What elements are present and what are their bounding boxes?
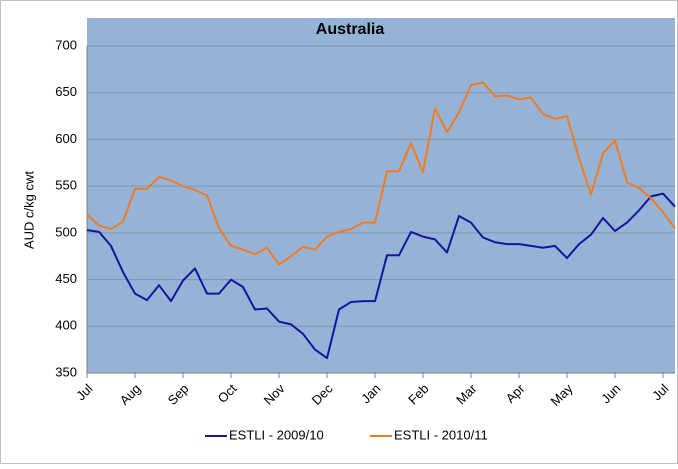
y-tick-label: 700 (55, 37, 77, 52)
chart-title: Australia (316, 21, 385, 38)
y-tick-label: 550 (55, 178, 77, 193)
legend-label: ESTLI - 2010/11 (394, 427, 488, 442)
y-tick-label: 500 (55, 224, 77, 239)
y-tick-label: 650 (55, 84, 77, 99)
y-tick-label: 400 (55, 318, 77, 333)
y-axis-label: AUD c/kg cwt (21, 171, 36, 249)
series-line (86, 192, 676, 360)
y-tick-label: 600 (55, 131, 77, 146)
y-tick-label: 450 (55, 271, 77, 286)
series-line (86, 81, 676, 266)
legend-label: ESTLI - 2009/10 (229, 427, 324, 442)
y-tick-label: 350 (55, 364, 77, 379)
